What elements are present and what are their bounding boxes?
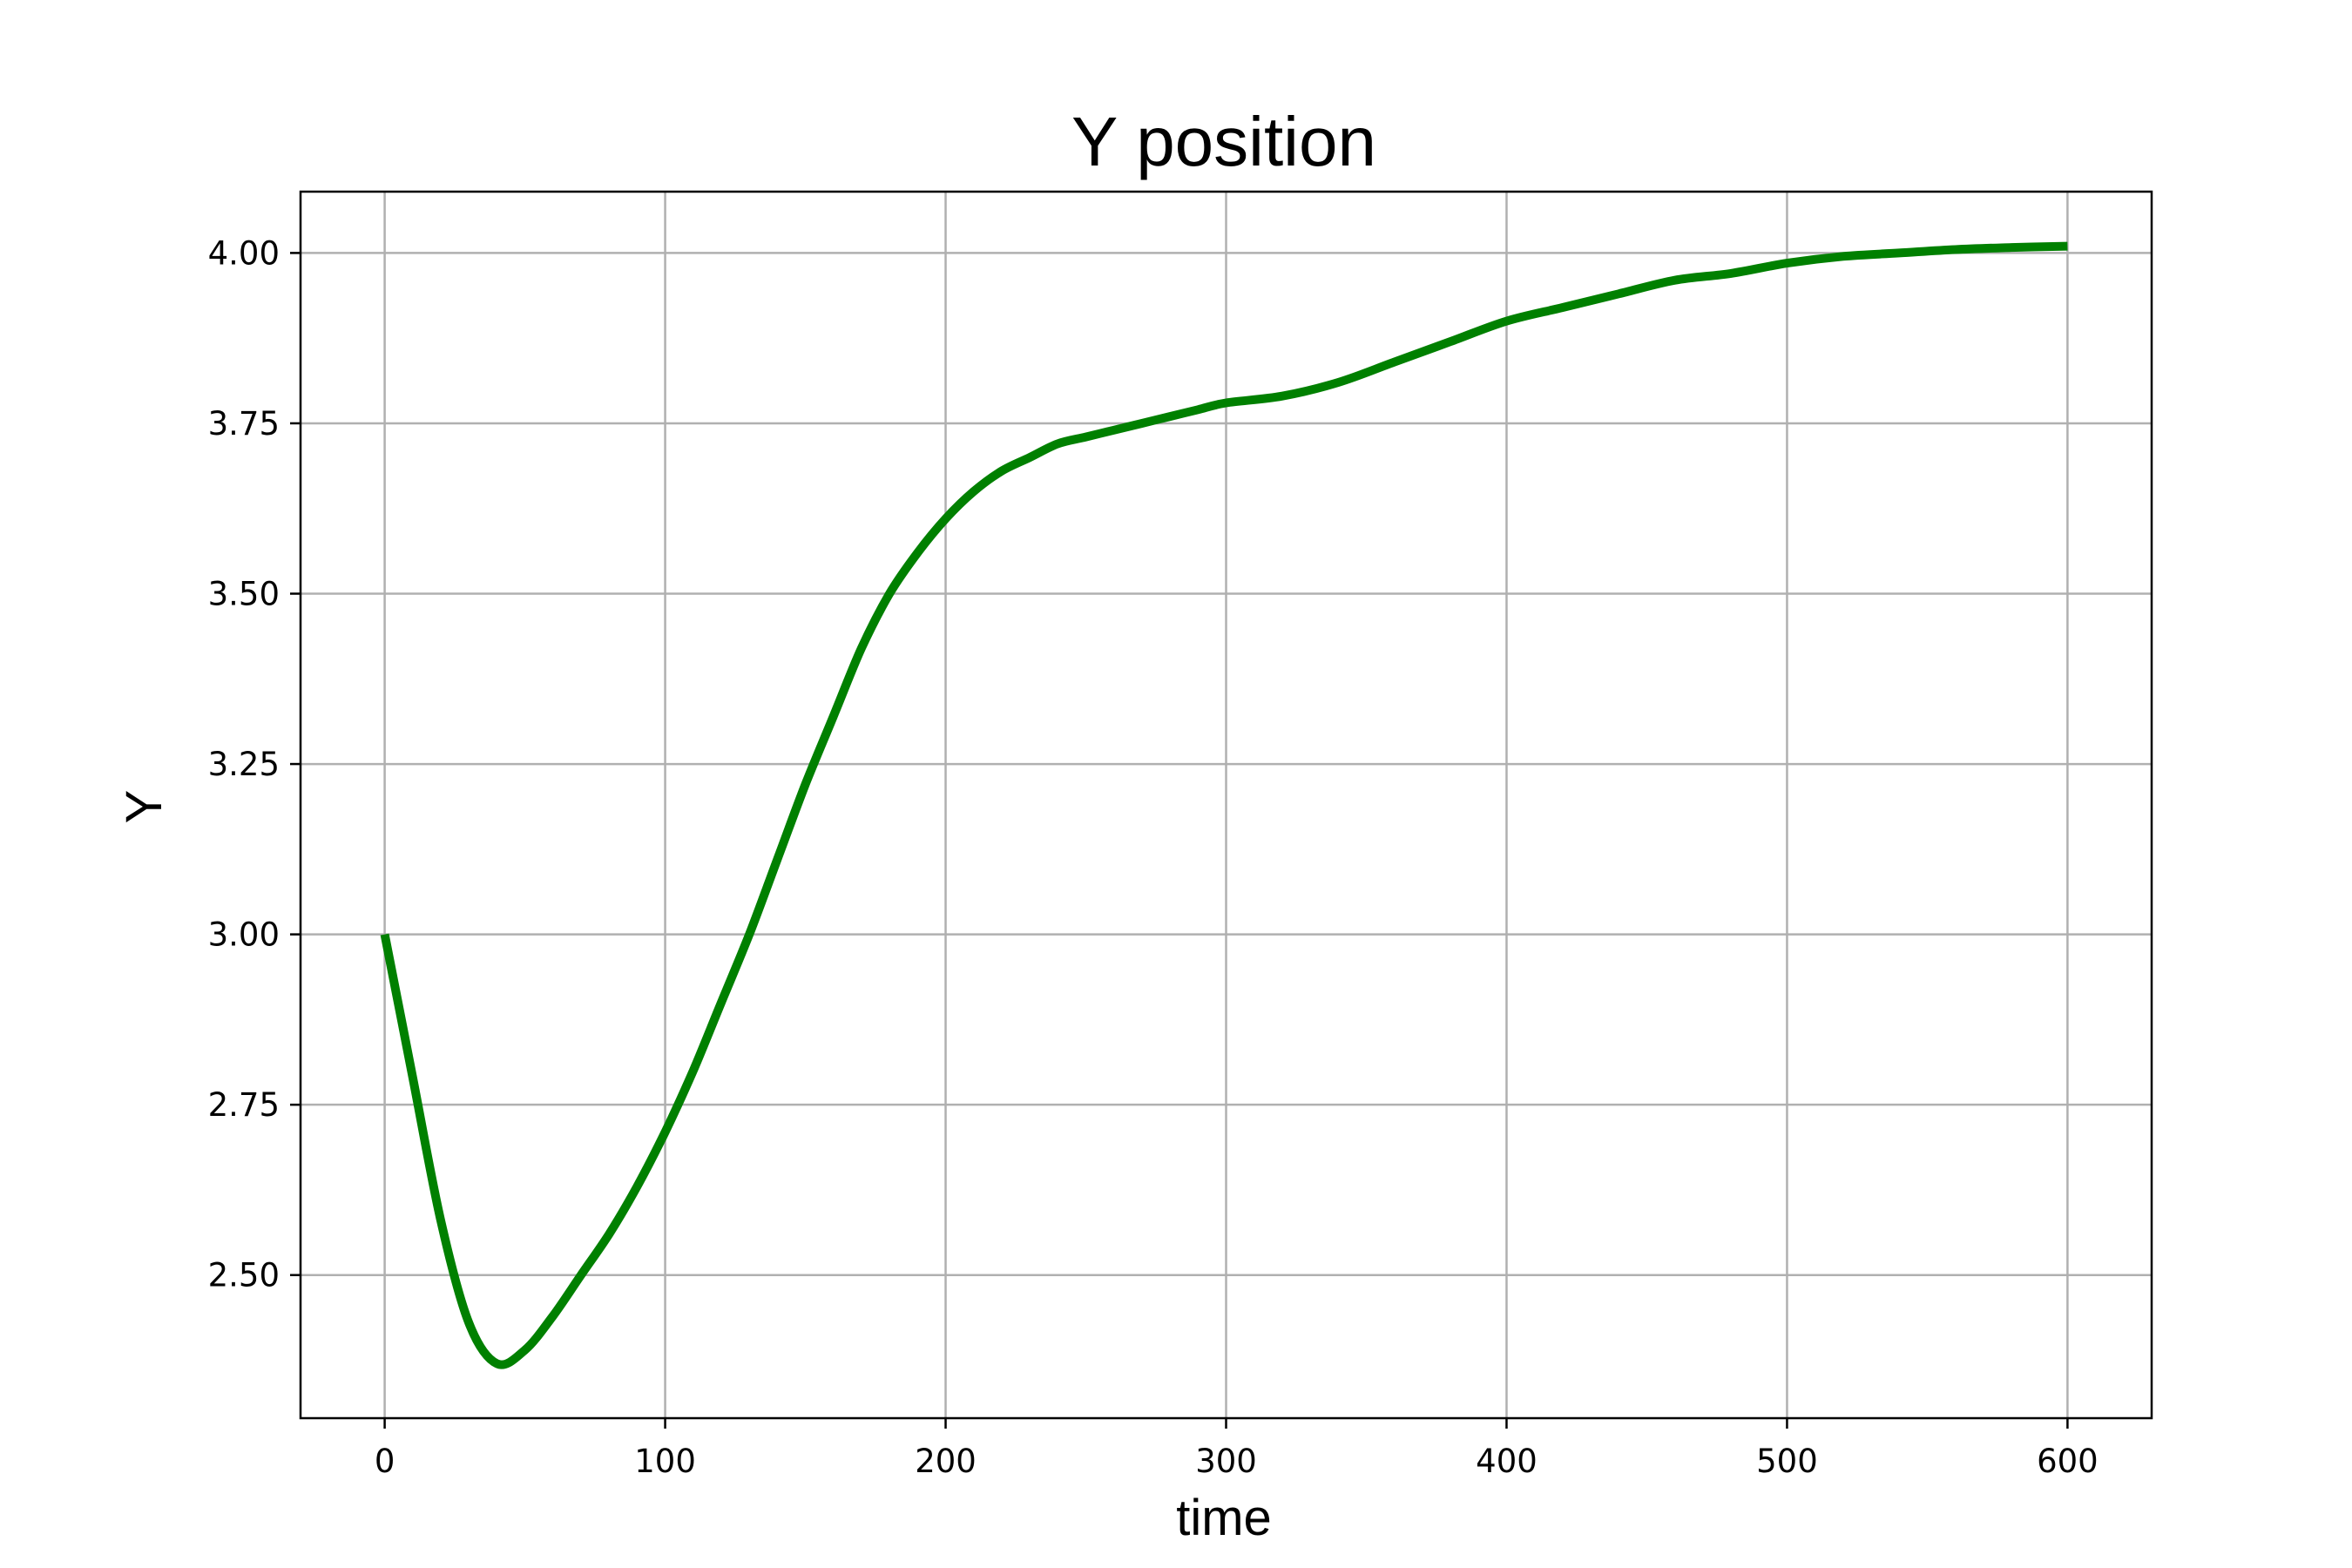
- x-tick-label: 300: [1195, 1443, 1257, 1480]
- x-tick-label: 500: [1756, 1443, 1818, 1480]
- x-axis-label: time: [1176, 1490, 1272, 1546]
- x-tick-label: 100: [634, 1443, 696, 1480]
- grid-lines: [301, 192, 2152, 1418]
- axis-ticks: 0 100 200 300 400 500 600 2.50 2.75 3.00 3.25 3.50 3…: [208, 234, 2099, 1480]
- y-tick-label: 3.75: [208, 405, 280, 443]
- x-tick-label: 0: [375, 1443, 395, 1480]
- y-tick-label: 2.75: [208, 1086, 280, 1124]
- y-tick-label: 3.50: [208, 576, 280, 613]
- x-tick-label: 200: [915, 1443, 977, 1480]
- plot-lines: [380, 241, 2068, 1369]
- x-tick-label: 400: [1476, 1443, 1538, 1480]
- y-tick-label: 3.25: [208, 746, 280, 783]
- y-tick-label: 2.50: [208, 1257, 280, 1294]
- x-tick-label: 600: [2037, 1443, 2099, 1480]
- y-tick-label: 4.00: [208, 234, 280, 272]
- chart-title: Y position: [1071, 103, 1376, 180]
- series-line: [380, 241, 2068, 1369]
- y-tick-label: 3.00: [208, 916, 280, 954]
- y-axis-label: Y: [116, 790, 172, 824]
